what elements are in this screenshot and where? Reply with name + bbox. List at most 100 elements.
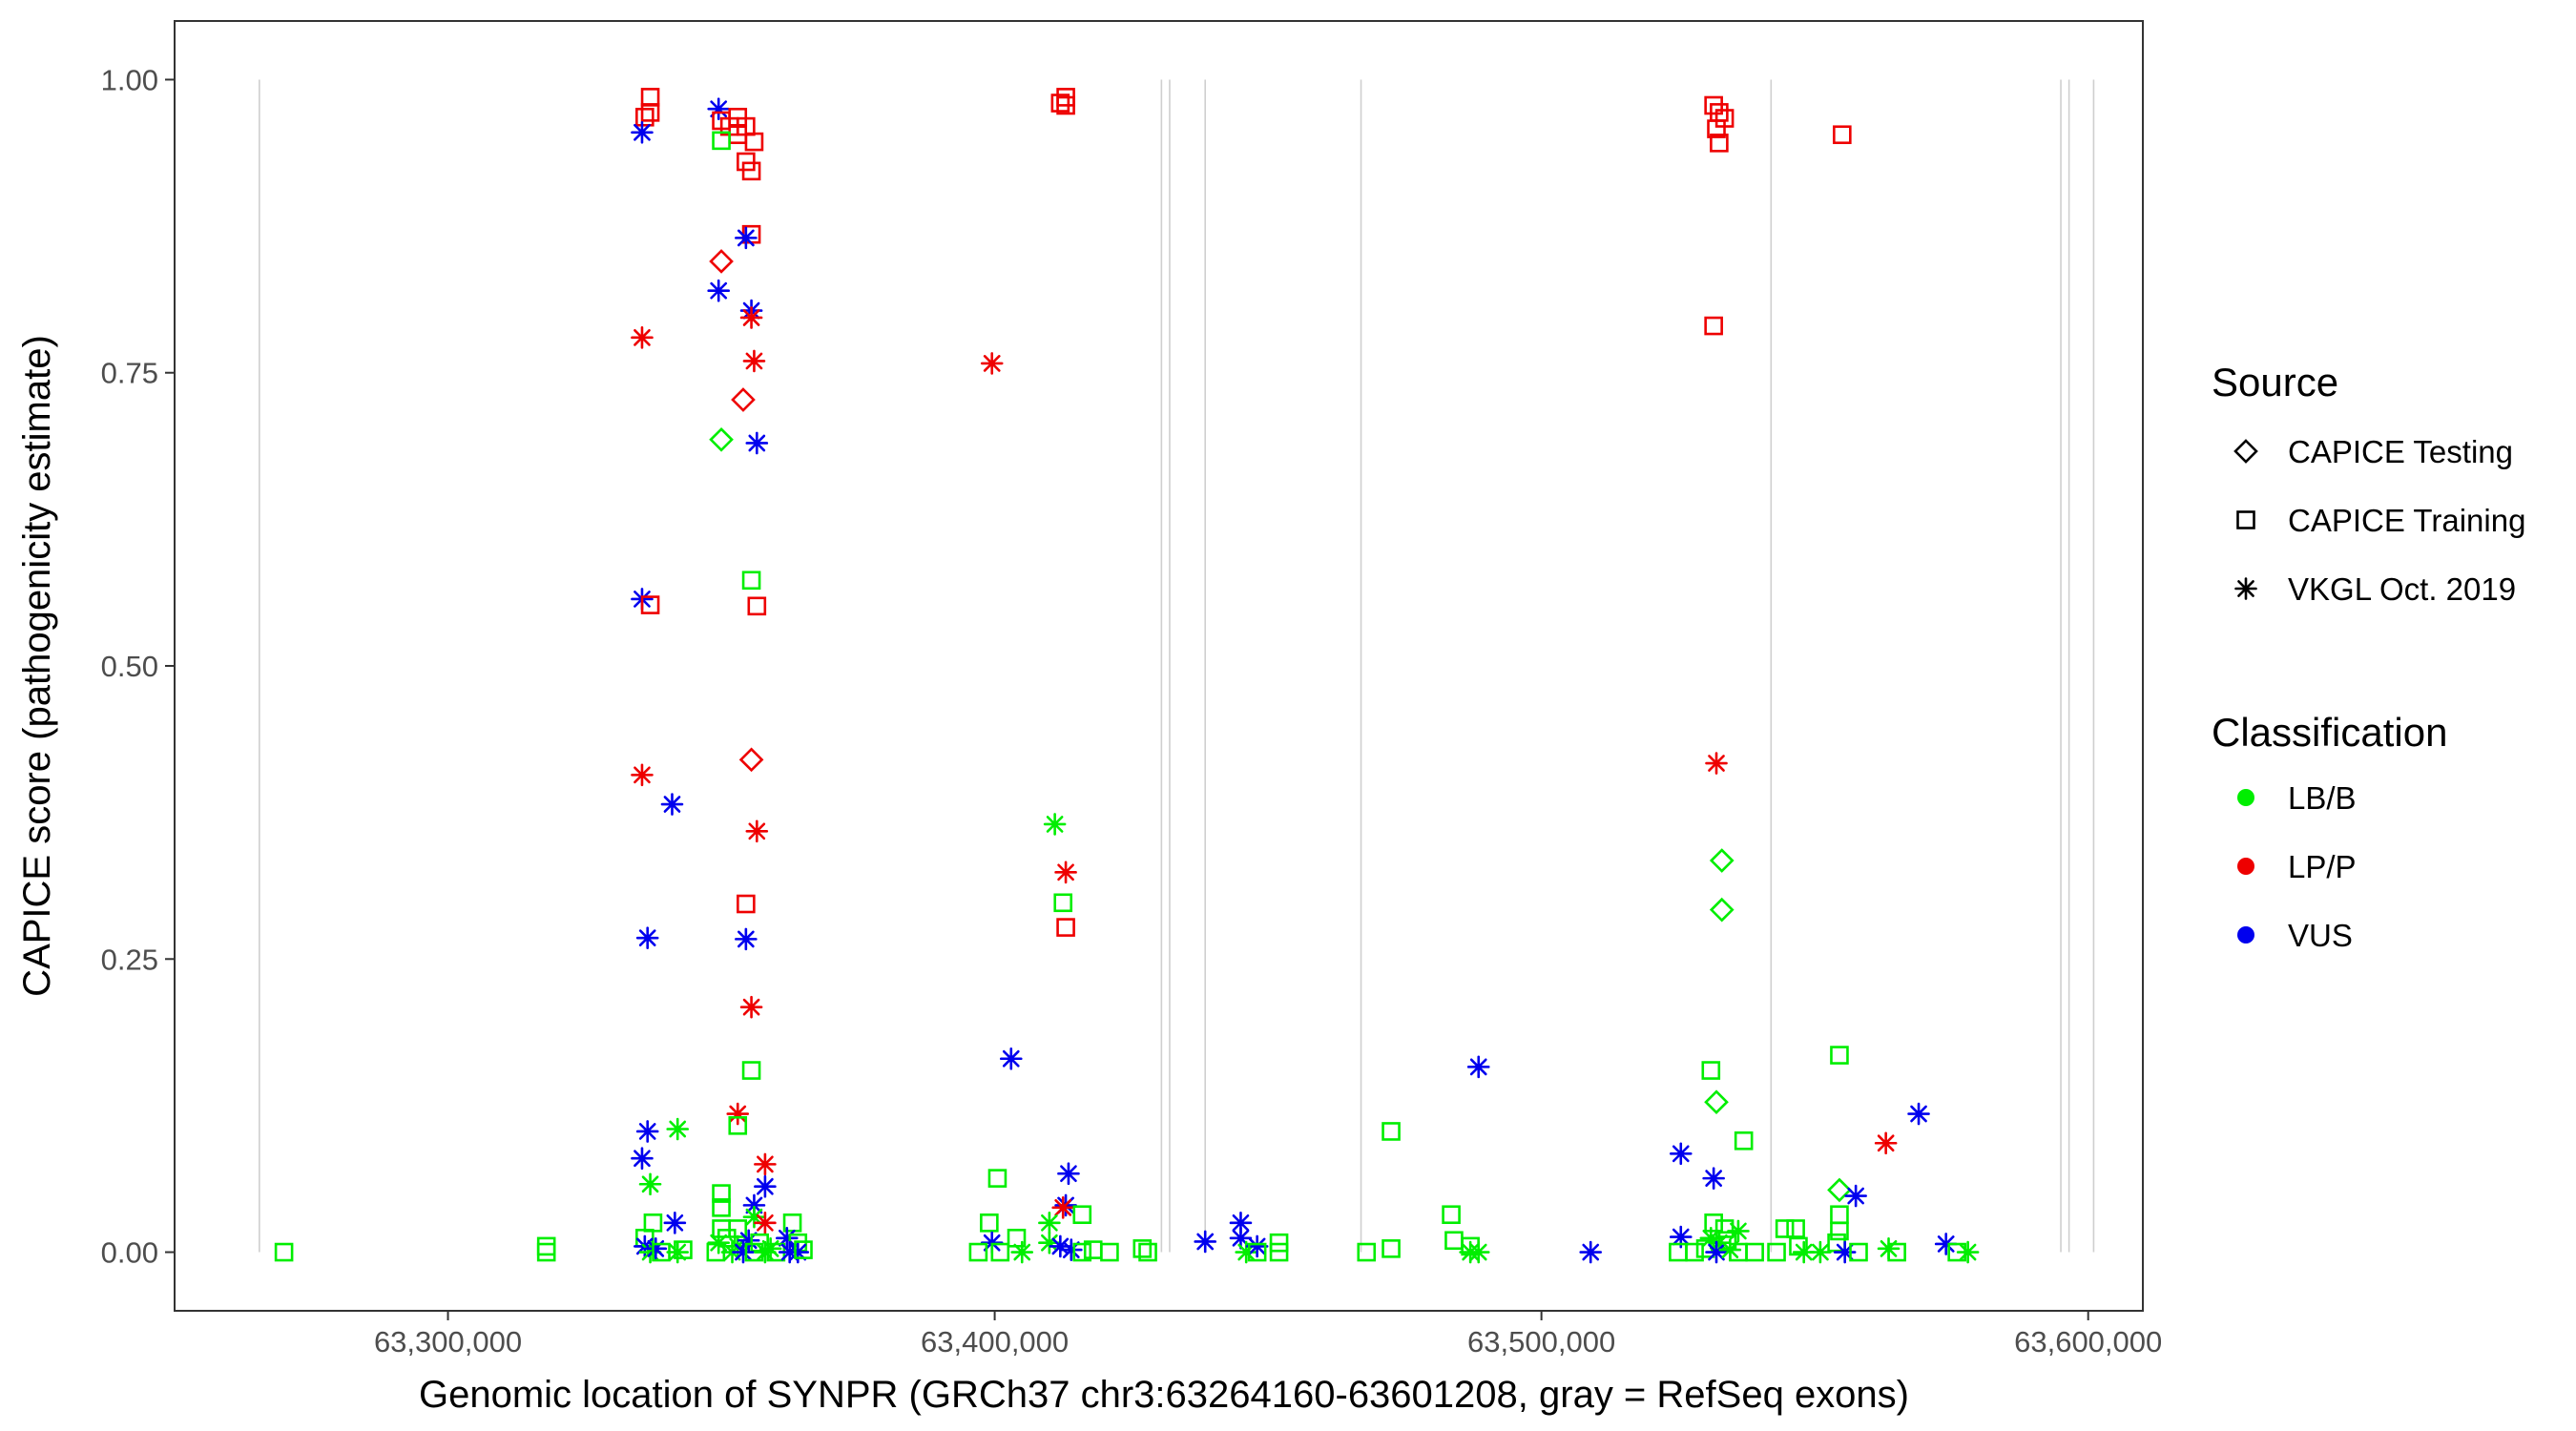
data-point [1056, 918, 1075, 937]
data-point [1830, 1046, 1849, 1065]
legend-key-diamond [2233, 439, 2258, 464]
data-point [1269, 1242, 1289, 1262]
data-point [786, 1240, 810, 1264]
y-tick-label: 0.00 [101, 1236, 158, 1270]
data-point [1830, 1221, 1849, 1241]
legend-item-vkgl: VKGL Oct. 2019 [2288, 571, 2516, 607]
data-point [1466, 1055, 1490, 1079]
data-point [1669, 1225, 1693, 1249]
data-point [1579, 1240, 1603, 1264]
legend-item-capice-training: CAPICE Training [2288, 503, 2525, 538]
data-point [754, 1212, 777, 1234]
data-point [758, 1237, 782, 1260]
data-point [728, 1116, 748, 1135]
data-point [980, 352, 1004, 375]
y-tick-label: 1.00 [101, 63, 158, 96]
data-point [631, 120, 654, 144]
data-point [1844, 1184, 1867, 1208]
legend-key-dot [2237, 858, 2254, 875]
data-point [732, 1240, 755, 1264]
data-point [754, 1152, 777, 1176]
data-point [1053, 893, 1073, 913]
data-point [737, 894, 756, 914]
data-point [987, 1169, 1008, 1188]
data-point [980, 1213, 999, 1233]
data-point [1956, 1240, 1980, 1264]
data-point [638, 1172, 662, 1196]
data-point [1727, 1219, 1750, 1243]
data-point [1775, 1219, 1795, 1238]
data-point [635, 926, 659, 949]
data-point [744, 132, 764, 152]
data-point [709, 426, 734, 452]
data-point [1704, 1089, 1729, 1115]
data-point [1833, 125, 1852, 145]
data-point [1705, 1240, 1728, 1264]
data-point [1705, 752, 1728, 775]
data-point [735, 927, 758, 951]
data-point [731, 387, 756, 412]
legend-key-asterisk [2234, 577, 2257, 600]
legend-key-dot [2237, 789, 2254, 806]
data-point [1685, 1242, 1704, 1262]
data-point [709, 249, 734, 274]
data-point [741, 161, 761, 181]
data-point [1466, 1240, 1490, 1264]
data-point [1934, 1233, 1958, 1255]
x-tick-label: 63,400,000 [921, 1325, 1069, 1358]
data-point [1707, 119, 1726, 138]
data-point [1669, 1142, 1693, 1166]
data-points [274, 88, 1980, 1264]
data-point [1138, 1242, 1157, 1262]
data-point [663, 1212, 687, 1234]
x-tick-label: 63,300,000 [374, 1325, 522, 1358]
data-point [1745, 1242, 1764, 1262]
legend-classification-title: Classification [2212, 710, 2447, 755]
data-point [1194, 1230, 1217, 1254]
data-point [741, 1061, 761, 1080]
data-point [739, 995, 763, 1019]
data-point [644, 1237, 668, 1260]
data-point [1381, 1122, 1401, 1141]
data-point [745, 431, 769, 455]
data-point [754, 1174, 777, 1198]
data-point [631, 326, 654, 349]
data-point [1827, 1177, 1852, 1203]
data-point [1056, 95, 1075, 115]
data-point [1229, 1227, 1253, 1250]
data-point [1038, 1212, 1061, 1234]
data-point [1357, 1242, 1377, 1262]
data-point [1245, 1234, 1269, 1258]
data-point [536, 1236, 556, 1256]
data-point [737, 152, 756, 172]
data-point [631, 1147, 654, 1171]
data-point [631, 763, 654, 787]
data-point [1792, 1240, 1816, 1264]
data-point [1100, 1242, 1119, 1262]
data-point [1704, 1213, 1723, 1233]
data-point [1786, 1219, 1805, 1238]
legend-item-lp-p: LP/P [2288, 849, 2357, 884]
data-point [640, 103, 660, 122]
data-point [1442, 1205, 1461, 1225]
legend-item-vus: VUS [2288, 918, 2353, 953]
data-point [1060, 1238, 1083, 1261]
data-point [1269, 1233, 1289, 1253]
legend: Source CAPICE Testing CAPICE Training VK… [2212, 360, 2525, 953]
data-point [1887, 1242, 1906, 1262]
data-point [274, 1242, 294, 1262]
data-point [1132, 1239, 1153, 1258]
data-point [968, 1242, 988, 1262]
data-point [712, 131, 731, 151]
data-point [1699, 1227, 1723, 1250]
data-point [726, 1102, 750, 1126]
legend-item-lb-b: LB/B [2288, 780, 2357, 816]
data-point [1049, 1234, 1072, 1258]
axes: 0.00 0.25 0.50 0.75 1.00 63,300,000 63,400,000… [101, 63, 2163, 1358]
data-point [707, 279, 730, 302]
data-point [742, 1205, 766, 1229]
data-point [1710, 134, 1729, 153]
y-tick-label: 0.50 [101, 650, 158, 683]
